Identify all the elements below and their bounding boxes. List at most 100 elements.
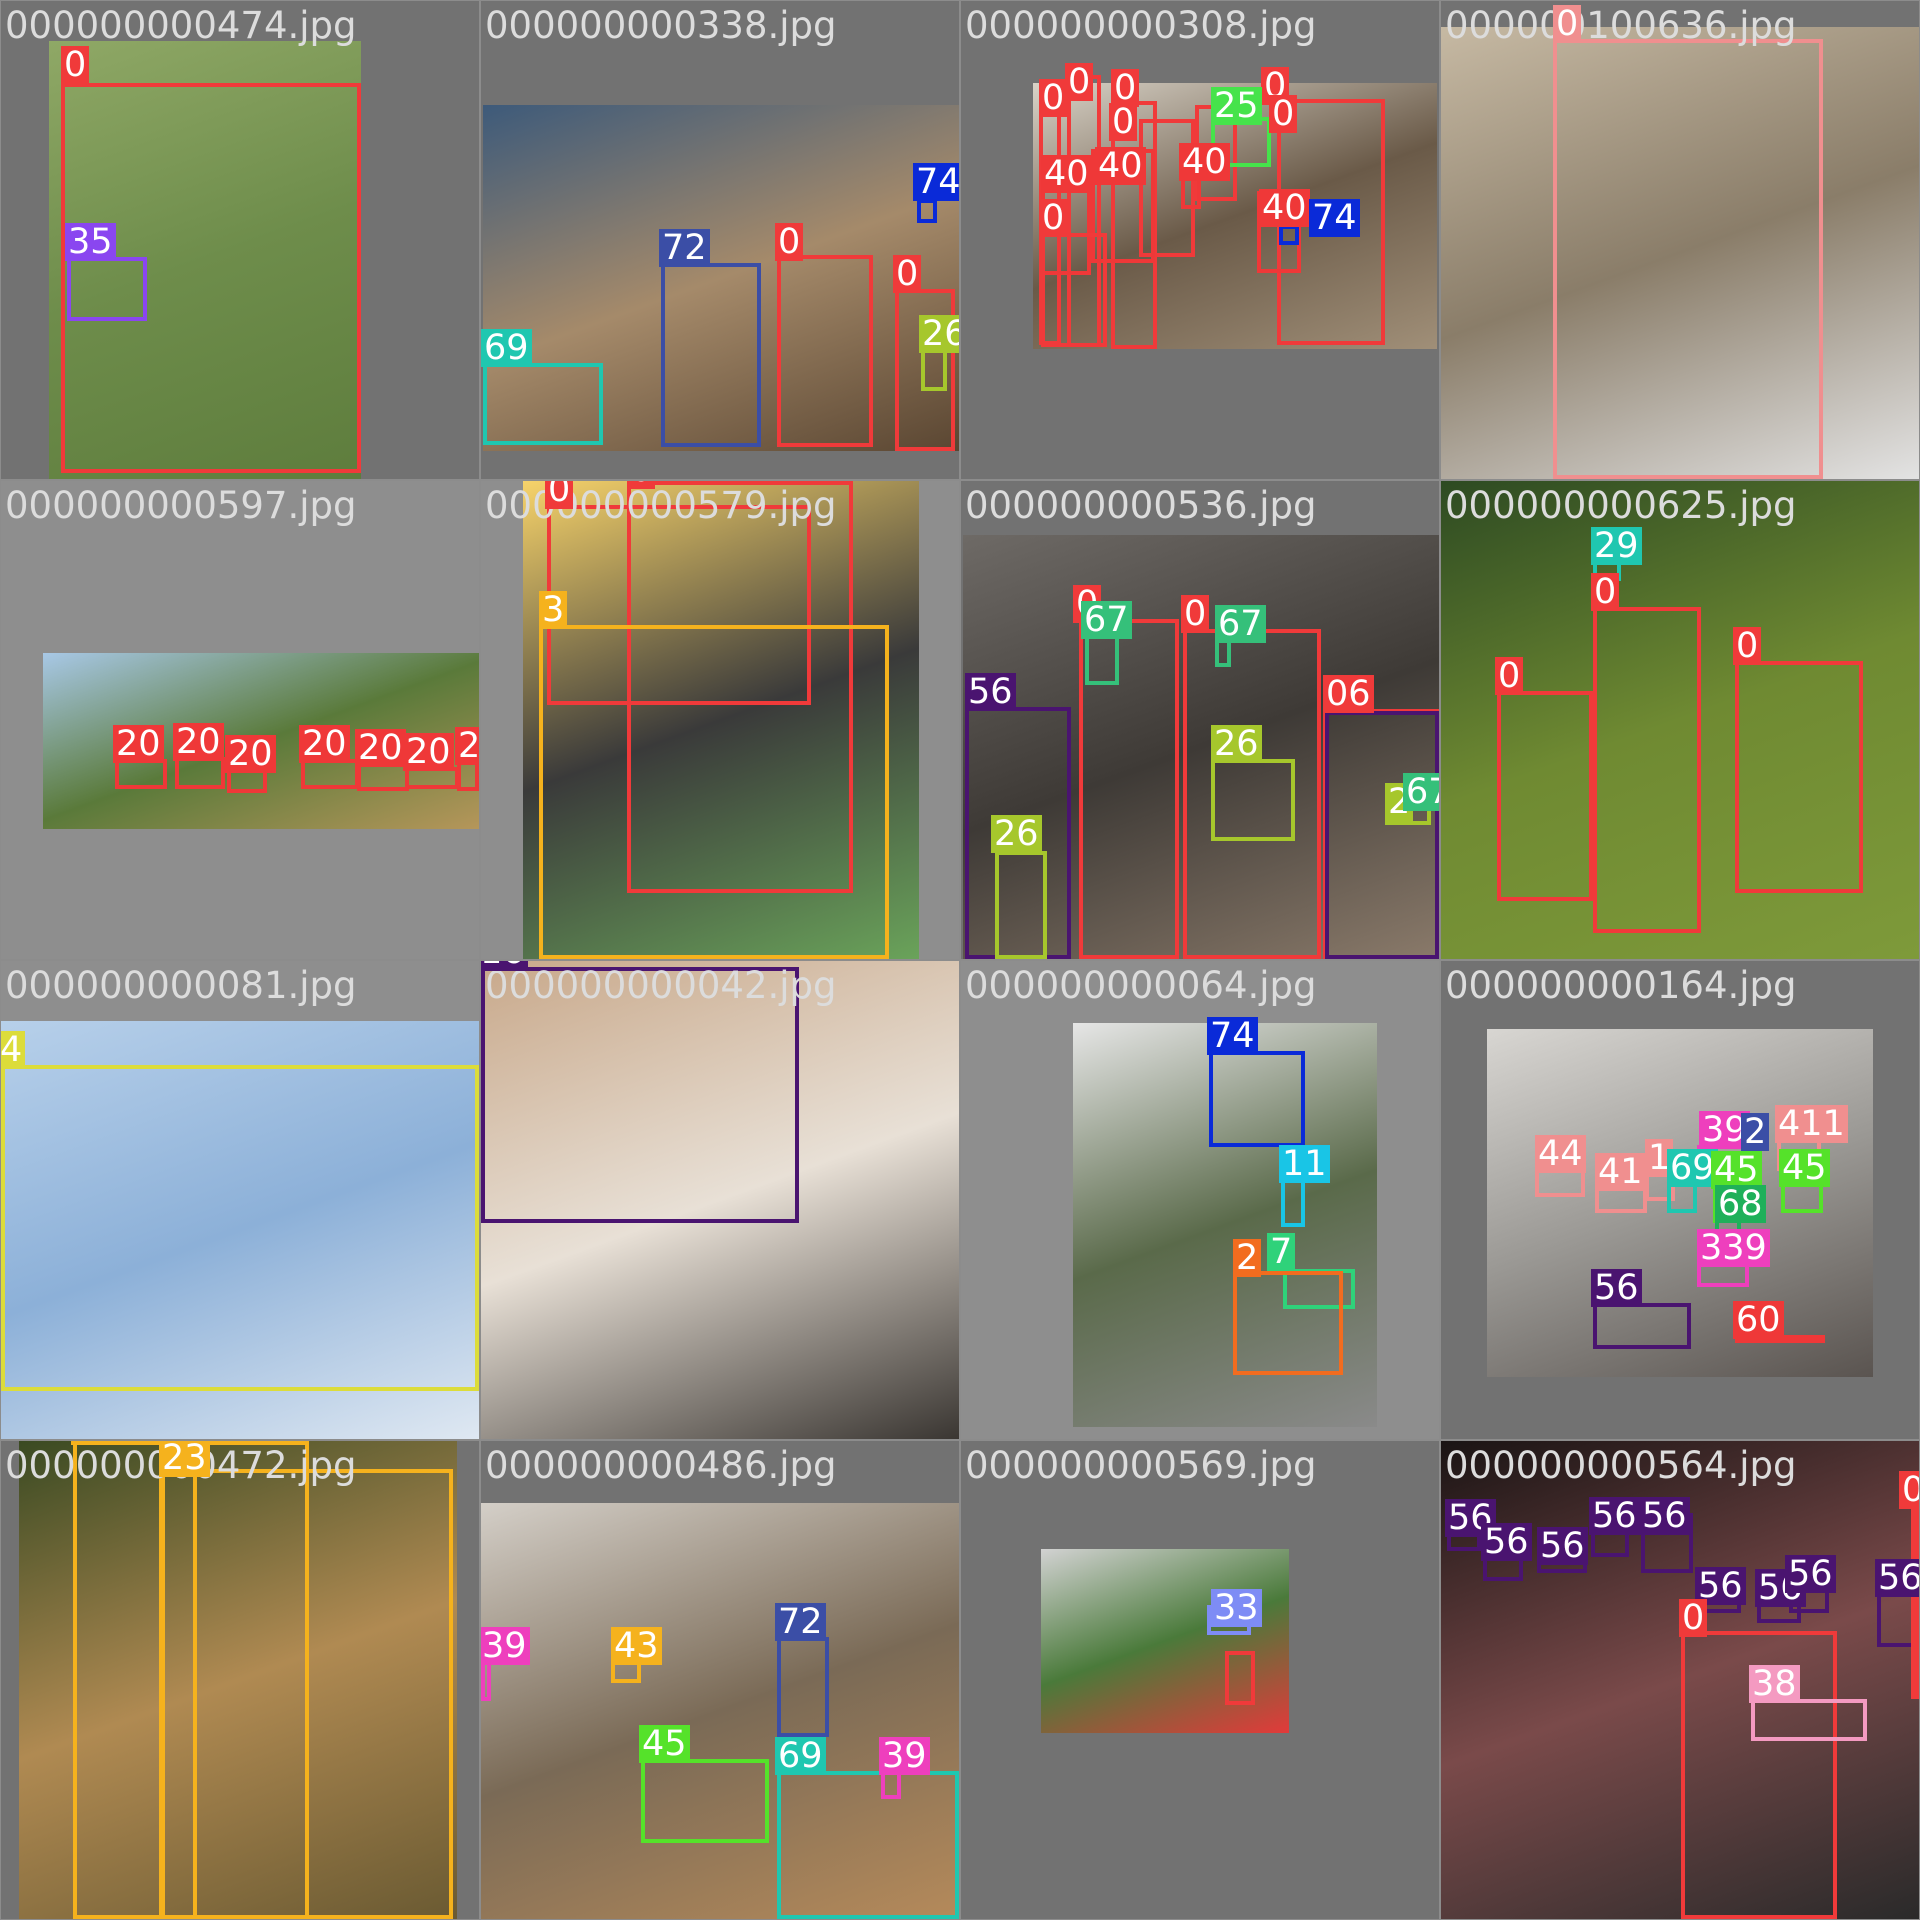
class-label: 20 [403, 733, 454, 771]
tile-filename: 000000000164.jpg [1445, 964, 1797, 1007]
class-label: 20 [173, 723, 224, 761]
tile-photo [481, 1503, 959, 1919]
class-label: 40 [1041, 155, 1092, 193]
class-label: 40 [1095, 147, 1146, 185]
class-label: 41 [1595, 1153, 1646, 1191]
class-label: 69 [775, 1737, 826, 1775]
class-label: 29 [1591, 527, 1642, 565]
class-label: 40 [1179, 143, 1230, 181]
bounding-box [539, 625, 889, 959]
bounding-box [1279, 225, 1299, 245]
class-label: 20 [455, 727, 479, 765]
class-label: 56 [1537, 1527, 1588, 1565]
class-label: 0 [1039, 199, 1068, 237]
class-label: 43 [611, 1627, 662, 1665]
mosaic-tile: 000000000536.jpg56260670672606267 [961, 481, 1439, 959]
class-label: 56 [965, 673, 1016, 711]
tile-filename: 000000000064.jpg [965, 964, 1317, 1007]
mosaic-tile: 000000000569.jpg 33 [961, 1441, 1439, 1919]
class-label: 0 [1065, 63, 1094, 101]
tile-photo [19, 1441, 457, 1919]
class-label: 72 [659, 229, 710, 267]
class-label: 67 [1215, 605, 1266, 643]
bounding-box [1211, 759, 1295, 841]
mosaic-tile: 000000000474.jpg 0 35 [1, 1, 479, 479]
bounding-box [1553, 39, 1823, 479]
bounding-box [1209, 1051, 1305, 1147]
class-label: 40 [1259, 189, 1310, 227]
class-label: 23 [159, 1441, 210, 1477]
class-label: 23 [71, 1441, 122, 1445]
class-label: 4 [1, 1031, 26, 1069]
class-label: 7 [1267, 1233, 1296, 1271]
bounding-box [777, 1771, 959, 1919]
tile-photo [1441, 27, 1919, 479]
bounding-box [921, 349, 947, 391]
bounding-box [61, 83, 361, 473]
bounding-box [1497, 691, 1593, 901]
class-label: 20 [225, 735, 276, 773]
class-label: 0 [893, 255, 922, 293]
bounding-box [1325, 711, 1439, 959]
class-label: 339 [1697, 1229, 1770, 1267]
class-label: 69 [481, 329, 532, 367]
tile-photo [523, 481, 919, 959]
class-label: 0 [1109, 103, 1138, 141]
class-label: 38 [1749, 1665, 1800, 1703]
bounding-box [73, 1441, 163, 1919]
bounding-box [1, 1065, 479, 1391]
class-label: 26 [991, 815, 1042, 853]
tile-photo [1441, 481, 1919, 959]
class-label: 0 [1111, 69, 1140, 107]
mosaic-tile: 000000000042.jpg16 [481, 961, 959, 1439]
class-label: 26 [919, 315, 959, 353]
class-label: 45 [1711, 1151, 1762, 1189]
class-label: 0 [627, 481, 656, 489]
class-label: 26 [1211, 725, 1262, 763]
tile-photo [1073, 1023, 1377, 1427]
class-label: 3 [539, 591, 568, 629]
bounding-box [483, 363, 603, 445]
bounding-box [1593, 607, 1701, 933]
class-label: 11 [1279, 1145, 1330, 1183]
mosaic-tile: 000000000486.jpg 39 43 72 45 69 39 [481, 1441, 959, 1919]
mosaic-tile: 000000000064.jpg 74 11 7 2 [961, 961, 1439, 1439]
class-label: 44 [1535, 1135, 1586, 1173]
class-label: 68 [1715, 1185, 1766, 1223]
mosaic-tile: 000000000338.jpg 69 72 0 0 26 74 [481, 1, 959, 479]
tile-filename: 000000000338.jpg [485, 4, 837, 47]
class-label: 67 [1081, 601, 1132, 639]
class-label: 25 [1211, 87, 1262, 125]
class-label: 33 [1211, 1589, 1262, 1627]
bounding-box [481, 1661, 491, 1701]
bounding-box [1041, 233, 1107, 347]
class-label: 0 [1181, 595, 1210, 633]
class-label: 0 [1039, 79, 1068, 117]
class-label: 0 [1899, 1471, 1919, 1509]
class-label: 0 [775, 223, 804, 261]
tile-filename: 000000000597.jpg [5, 484, 357, 527]
bounding-box [1281, 1179, 1305, 1227]
bounding-box [1911, 1499, 1919, 1699]
class-label: 56 [1695, 1567, 1746, 1605]
mosaic-tile: 000000000308.jpg 0 0 0 0 0 0 40 40 40 40 25 74 0 [961, 1, 1439, 479]
bounding-box [777, 255, 873, 447]
class-label: 39 [481, 1627, 530, 1665]
class-label: 74 [1207, 1017, 1258, 1055]
class-label: 74 [1309, 199, 1360, 237]
class-label: 56 [1589, 1497, 1640, 1535]
class-label: 0 [61, 46, 90, 84]
class-label: 56 [1875, 1559, 1919, 1597]
class-label: 0 [1591, 573, 1620, 611]
class-label: 0 [1679, 1599, 1708, 1637]
mosaic-tile: 000000100636.jpg 0 [1441, 1, 1919, 479]
class-label: 67 [1403, 773, 1439, 811]
bounding-box [661, 263, 761, 447]
bounding-box [1085, 635, 1119, 685]
class-label: 69 [1667, 1149, 1718, 1187]
class-label: 60 [1733, 1301, 1784, 1339]
class-label: 20 [355, 729, 406, 767]
class-label: 0 [545, 481, 574, 509]
bounding-box [1225, 1651, 1255, 1705]
